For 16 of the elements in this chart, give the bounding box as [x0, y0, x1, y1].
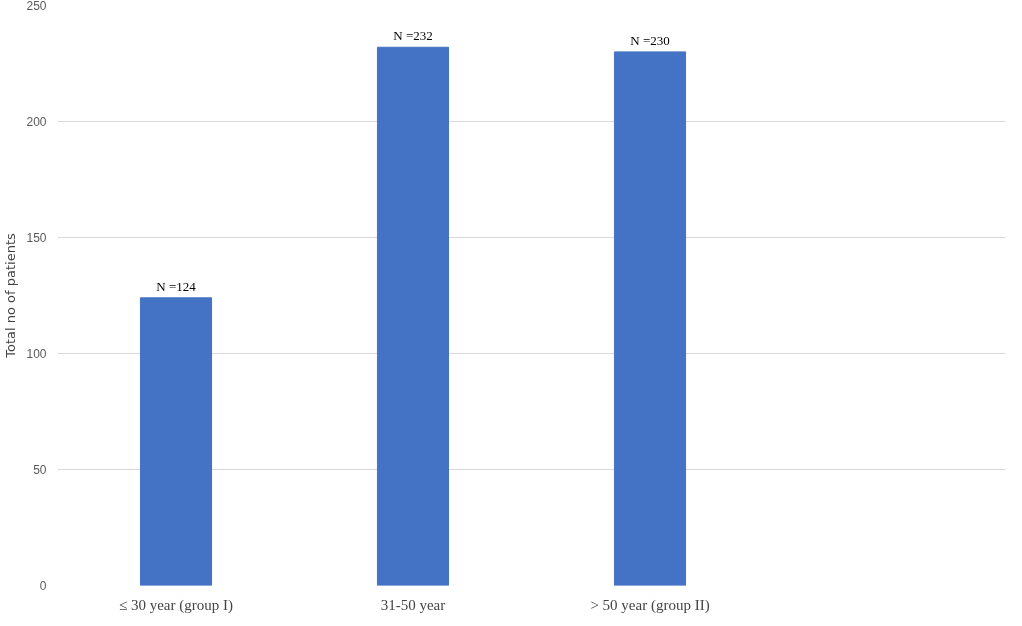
- y-tick-label: 0: [39, 579, 47, 593]
- data-label: N =124: [156, 278, 197, 294]
- x-tick-label: 31-50 year: [380, 596, 446, 613]
- bar: [376, 46, 450, 586]
- y-tick-label: 200: [26, 115, 47, 129]
- y-tick-label: 250: [26, 0, 47, 13]
- bar: [139, 297, 213, 586]
- x-tick-label: ≤ 30 year (group I): [118, 596, 234, 614]
- bar: [613, 51, 687, 586]
- y-axis-title: Total no of patients: [3, 233, 19, 359]
- y-tick-label: 100: [26, 347, 47, 361]
- y-tick-label: 150: [26, 231, 47, 245]
- y-tick-label: 50: [33, 463, 47, 477]
- x-tick-label: > 50 year (group II): [590, 596, 710, 614]
- data-label: N =232: [393, 28, 433, 44]
- data-label: N =230: [630, 32, 670, 48]
